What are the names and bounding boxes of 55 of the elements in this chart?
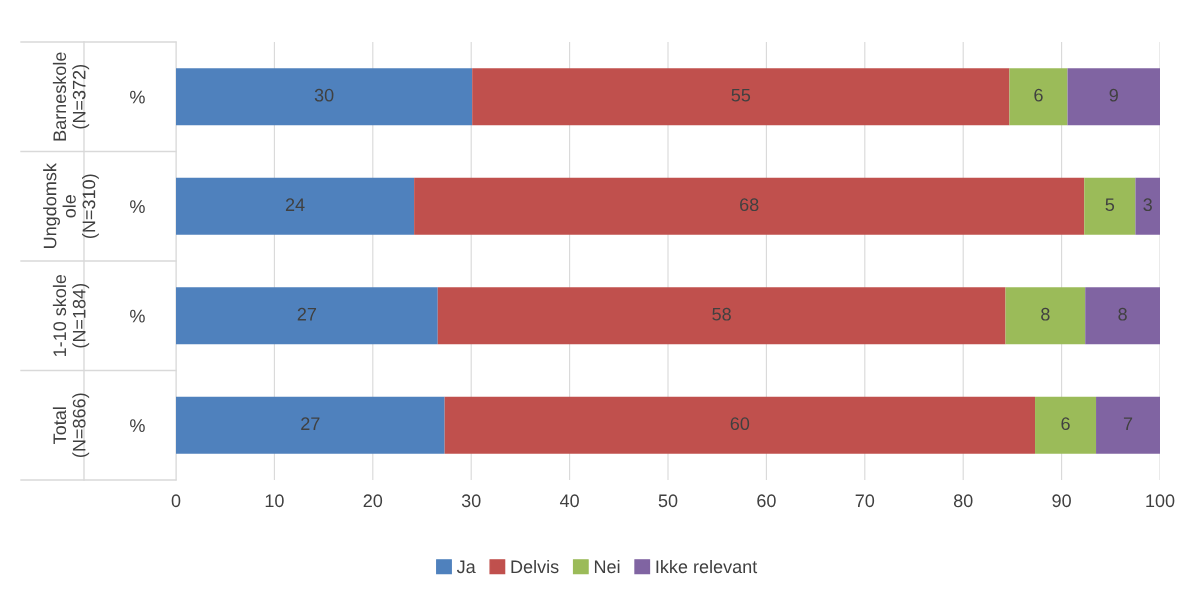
y-tick-label: % — [130, 309, 145, 323]
y-tick-label: % — [130, 419, 145, 432]
text: 1-10 skole (N=184) — [52, 274, 90, 357]
data-label: 27 — [301, 417, 320, 430]
data-label: 6 — [1061, 417, 1070, 431]
legend-label: Nei — [594, 559, 620, 574]
x-tick-label: 100 — [1146, 494, 1175, 508]
bar — [444, 396, 1036, 454]
bar — [472, 68, 1010, 126]
x-tick-label: 50 — [658, 494, 678, 508]
x-tick-label: 80 — [953, 494, 973, 508]
bar — [1135, 177, 1160, 235]
bar — [1084, 177, 1136, 235]
x-tick-label: 40 — [559, 494, 579, 508]
text: Ungdomsk ole (N=310) — [43, 163, 99, 248]
x-tick-label: 20 — [363, 494, 383, 508]
x-tick-label: 10 — [265, 494, 284, 508]
bar — [1096, 396, 1160, 454]
y-tick-label: % — [130, 200, 145, 213]
bar — [176, 287, 438, 345]
x-tick-label: 60 — [757, 494, 776, 508]
bar — [1085, 287, 1160, 345]
legend-label: Ikke relevant — [656, 559, 758, 574]
bar — [1005, 287, 1086, 345]
data-label: 68 — [740, 198, 759, 212]
data-label: 9 — [1109, 88, 1118, 102]
data-label: 55 — [731, 89, 751, 102]
legend-label: Ja — [456, 560, 476, 574]
data-label: 58 — [712, 307, 731, 321]
bar — [176, 396, 445, 454]
data-label: 27 — [297, 307, 317, 321]
x-tick-label: 0 — [171, 494, 181, 508]
data-label: 60 — [730, 417, 750, 431]
bar — [437, 287, 1006, 345]
bar — [176, 68, 473, 126]
data-label: 30 — [314, 88, 334, 102]
data-label: 3 — [1143, 198, 1152, 212]
data-label: 7 — [1123, 417, 1133, 430]
bar — [176, 177, 415, 235]
bar — [414, 177, 1085, 235]
data-label: 8 — [1041, 307, 1050, 321]
y-tick-label: % — [130, 90, 145, 104]
data-label: 6 — [1034, 88, 1043, 102]
data-label: 5 — [1105, 198, 1115, 212]
x-tick-label: 30 — [461, 494, 481, 508]
x-tick-label: 90 — [1052, 494, 1071, 508]
data-label: 8 — [1118, 307, 1127, 321]
bar — [1067, 68, 1160, 126]
bar — [1009, 68, 1068, 126]
x-tick-label: 70 — [855, 494, 875, 508]
bar — [1035, 396, 1097, 454]
data-label: 24 — [285, 198, 305, 211]
text: Barneskole (N=372) — [52, 52, 90, 141]
text: Total (N=866) — [52, 393, 90, 457]
legend-label: Delvis — [511, 559, 559, 574]
